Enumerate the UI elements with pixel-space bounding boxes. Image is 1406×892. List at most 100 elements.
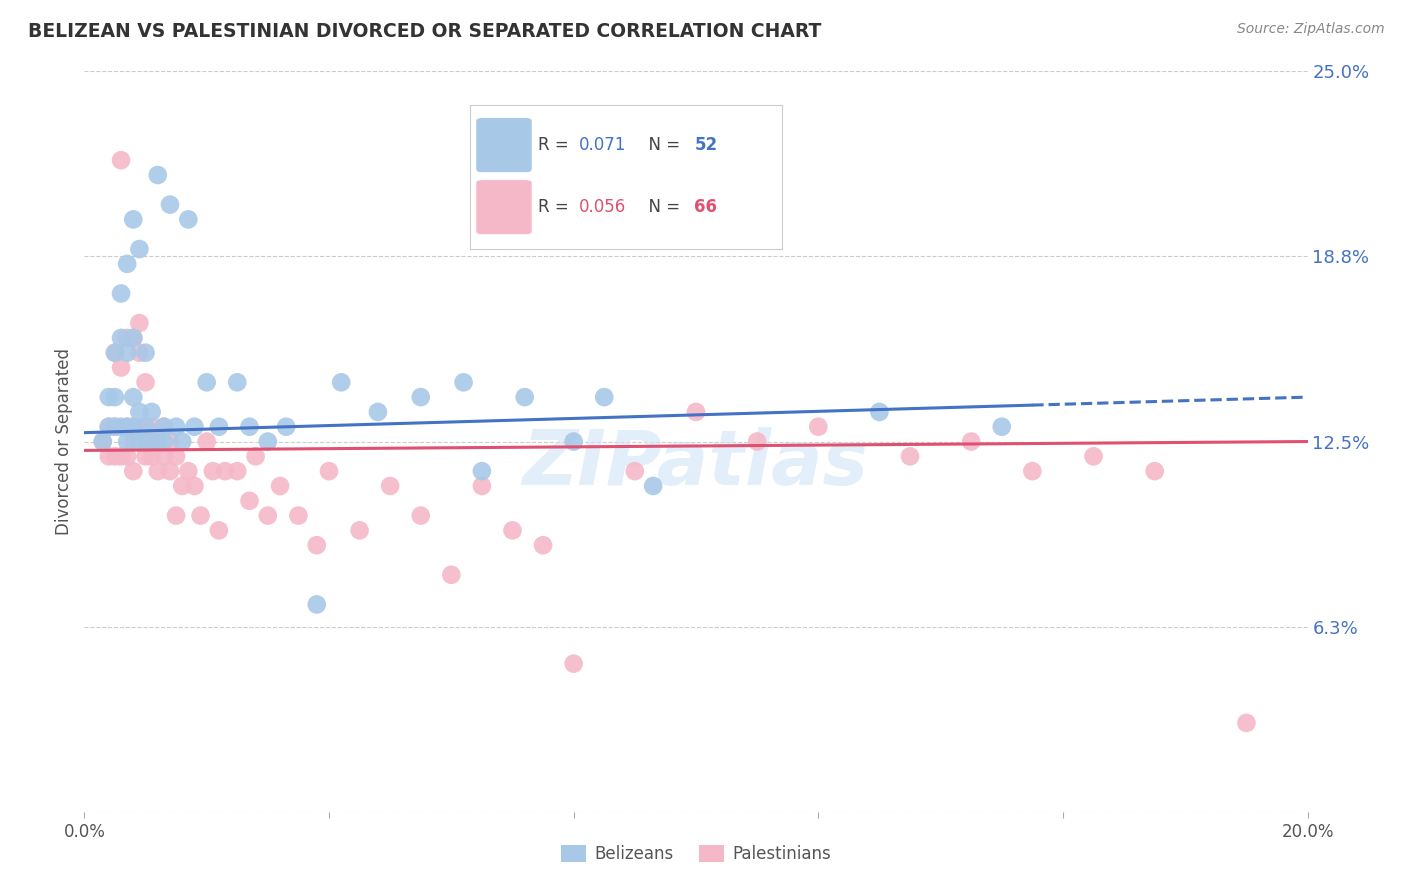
Point xyxy=(146,168,169,182)
Point xyxy=(91,434,114,449)
Point xyxy=(165,419,187,434)
Point xyxy=(135,434,157,449)
Point xyxy=(471,479,494,493)
Point xyxy=(135,419,157,434)
Point xyxy=(453,376,475,390)
Point xyxy=(269,479,291,493)
Point xyxy=(122,434,145,449)
Point xyxy=(97,450,120,464)
Point xyxy=(135,450,157,464)
Point xyxy=(991,419,1014,434)
Point xyxy=(97,419,120,434)
Point xyxy=(122,331,145,345)
Point xyxy=(183,419,205,434)
Point xyxy=(122,390,145,404)
Point xyxy=(159,464,181,478)
Point xyxy=(869,405,891,419)
Point xyxy=(128,316,150,330)
Point xyxy=(135,419,157,434)
Point xyxy=(128,405,150,419)
Point xyxy=(110,286,132,301)
Legend: Belizeans, Palestinians: Belizeans, Palestinians xyxy=(554,838,838,870)
Point xyxy=(115,331,138,345)
Point xyxy=(122,419,145,434)
Point xyxy=(562,434,585,449)
Point xyxy=(593,390,616,404)
Point xyxy=(367,405,389,419)
Text: Source: ZipAtlas.com: Source: ZipAtlas.com xyxy=(1237,22,1385,37)
Point xyxy=(190,508,212,523)
Point xyxy=(305,598,328,612)
Point xyxy=(115,450,138,464)
Point xyxy=(380,479,402,493)
Point xyxy=(128,242,150,256)
Point xyxy=(1021,464,1043,478)
Text: BELIZEAN VS PALESTINIAN DIVORCED OR SEPARATED CORRELATION CHART: BELIZEAN VS PALESTINIAN DIVORCED OR SEPA… xyxy=(28,22,821,41)
Point xyxy=(104,419,127,434)
Point xyxy=(960,434,983,449)
Point xyxy=(141,450,163,464)
Point xyxy=(1143,464,1166,478)
Point xyxy=(1236,715,1258,730)
Point xyxy=(531,538,554,552)
Point xyxy=(440,567,463,582)
Point xyxy=(305,538,328,552)
Point xyxy=(208,419,231,434)
Point xyxy=(257,508,280,523)
Point xyxy=(97,390,120,404)
Point xyxy=(287,508,309,523)
Point xyxy=(97,419,120,434)
Point xyxy=(135,345,157,359)
Point xyxy=(245,450,267,464)
Point xyxy=(104,419,127,434)
Point xyxy=(807,419,830,434)
Point xyxy=(409,390,432,404)
Point xyxy=(91,434,114,449)
Point xyxy=(1083,450,1105,464)
Point xyxy=(115,419,138,434)
Point xyxy=(330,376,353,390)
Point xyxy=(104,345,127,359)
Point xyxy=(177,212,200,227)
Point xyxy=(502,524,524,538)
Point xyxy=(177,464,200,478)
Point xyxy=(257,434,280,449)
Point xyxy=(104,390,127,404)
Text: ZIPatlas: ZIPatlas xyxy=(523,426,869,500)
Point xyxy=(146,464,169,478)
Point xyxy=(141,419,163,434)
Point xyxy=(643,479,665,493)
Point xyxy=(238,419,260,434)
Point xyxy=(115,419,138,434)
Point xyxy=(122,464,145,478)
Point xyxy=(128,434,150,449)
Point xyxy=(226,376,249,390)
Point xyxy=(471,464,494,478)
Point xyxy=(562,657,585,671)
Point xyxy=(153,450,176,464)
Y-axis label: Divorced or Separated: Divorced or Separated xyxy=(55,348,73,535)
Point xyxy=(128,345,150,359)
Point xyxy=(513,390,536,404)
Point xyxy=(128,434,150,449)
Point xyxy=(201,464,224,478)
Point xyxy=(141,405,163,419)
Point xyxy=(238,493,260,508)
Point xyxy=(146,434,169,449)
Point xyxy=(146,434,169,449)
Point xyxy=(153,419,176,434)
Point xyxy=(165,508,187,523)
Point xyxy=(110,153,132,168)
Point xyxy=(141,434,163,449)
Point xyxy=(226,464,249,478)
Point xyxy=(349,524,371,538)
Point xyxy=(409,508,432,523)
Point xyxy=(115,257,138,271)
Point xyxy=(159,197,181,211)
Point xyxy=(110,419,132,434)
Point xyxy=(122,212,145,227)
Point xyxy=(195,434,218,449)
Point xyxy=(276,419,298,434)
Point xyxy=(183,479,205,493)
Point xyxy=(135,376,157,390)
